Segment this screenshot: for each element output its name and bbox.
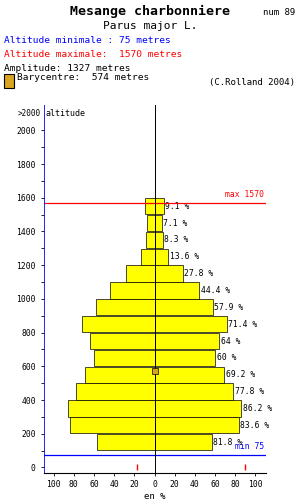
Bar (154, 266, 183, 282)
Bar (141, 248, 154, 265)
Text: 69.2 %: 69.2 % (226, 370, 255, 379)
Bar (68, 400, 154, 416)
Bar (154, 316, 226, 332)
Bar (70, 417, 154, 434)
Bar (154, 299, 213, 316)
Text: 7.1 %: 7.1 % (163, 218, 188, 228)
Bar (154, 282, 199, 298)
Text: Barycentre:  574 metres: Barycentre: 574 metres (17, 74, 149, 82)
Text: Altitude maximale:  1570 metres: Altitude maximale: 1570 metres (4, 50, 182, 59)
Bar (90, 333, 154, 349)
Bar (154, 215, 162, 231)
X-axis label: en %: en % (144, 492, 165, 500)
Bar (154, 417, 239, 434)
Bar (4, 74, 14, 88)
Bar (154, 248, 168, 265)
Bar (82, 316, 154, 332)
Bar (154, 333, 219, 349)
Bar (110, 282, 154, 298)
Bar (154, 434, 212, 450)
Bar (145, 198, 154, 214)
Text: num 89: num 89 (263, 8, 295, 17)
Bar (96, 299, 154, 316)
Text: 9.1 %: 9.1 % (165, 202, 190, 210)
Text: Amplitude: 1327 metres: Amplitude: 1327 metres (4, 64, 130, 73)
Bar (154, 198, 164, 214)
Bar (126, 266, 154, 282)
Bar (154, 366, 224, 383)
Bar (154, 350, 215, 366)
Bar (94, 350, 154, 366)
Text: 13.6 %: 13.6 % (170, 252, 199, 261)
Bar (97, 434, 154, 450)
Text: 81.8 %: 81.8 % (213, 438, 242, 446)
Text: 71.4 %: 71.4 % (228, 320, 257, 328)
Text: 8.3 %: 8.3 % (164, 236, 189, 244)
Bar (146, 232, 154, 248)
Bar (85, 366, 154, 383)
Bar (154, 400, 242, 416)
Text: Parus major L.: Parus major L. (103, 21, 197, 31)
Text: 27.8 %: 27.8 % (184, 269, 213, 278)
Text: max 1570: max 1570 (226, 190, 265, 200)
Text: Mesange charbonniere: Mesange charbonniere (70, 5, 230, 18)
Text: Altitude minimale : 75 metres: Altitude minimale : 75 metres (4, 36, 171, 45)
Text: 57.9 %: 57.9 % (214, 303, 244, 312)
Text: 83.6 %: 83.6 % (240, 421, 270, 430)
Bar (76, 384, 154, 400)
Text: (C.Rolland 2004): (C.Rolland 2004) (209, 78, 295, 86)
Text: min 75: min 75 (235, 442, 265, 452)
Text: altitude: altitude (46, 109, 86, 118)
Text: 60 %: 60 % (217, 354, 236, 362)
Text: 44.4 %: 44.4 % (201, 286, 230, 295)
Text: 64 %: 64 % (220, 336, 240, 345)
Bar (154, 384, 233, 400)
Bar (154, 232, 163, 248)
Bar (147, 215, 155, 231)
Text: 86.2 %: 86.2 % (243, 404, 272, 413)
Text: 77.8 %: 77.8 % (235, 387, 264, 396)
Text: >2000: >2000 (17, 109, 41, 118)
